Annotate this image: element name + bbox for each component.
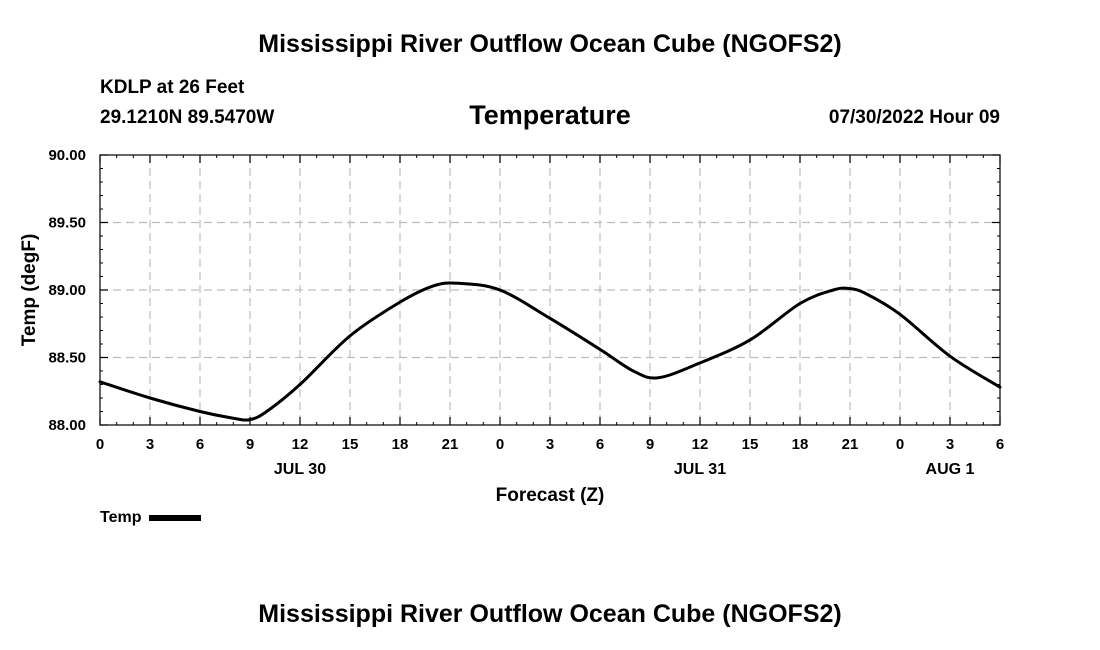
day-label: AUG 1 — [926, 461, 975, 478]
x-tick-label: 12 — [692, 436, 709, 453]
x-tick-label: 0 — [496, 436, 504, 453]
x-tick-label: 21 — [842, 436, 859, 453]
legend-label: Temp — [100, 509, 142, 526]
day-label: JUL 31 — [674, 461, 726, 478]
footer-title: Mississippi River Outflow Ocean Cube (NG… — [258, 600, 842, 628]
x-tick-label: 0 — [896, 436, 904, 453]
y-tick-label: 89.50 — [48, 215, 86, 232]
temp-series-line — [98, 281, 1002, 422]
chart-title: Mississippi River Outflow Ocean Cube (NG… — [258, 30, 842, 58]
y-tick-label: 89.00 — [48, 282, 86, 299]
y-tick-label: 88.50 — [48, 350, 86, 367]
x-tick-label: 15 — [742, 436, 759, 453]
y-axis-label: Temp (degF) — [19, 234, 40, 347]
x-tick-label: 3 — [946, 436, 954, 453]
x-tick-label: 6 — [996, 436, 1004, 453]
x-tick-label: 15 — [342, 436, 359, 453]
x-tick-label: 21 — [442, 436, 459, 453]
station-label: KDLP at 26 Feet — [100, 77, 245, 98]
day-label: JUL 30 — [274, 461, 326, 478]
legend: Temp — [100, 509, 202, 527]
x-tick-label: 18 — [392, 436, 409, 453]
x-tick-label: 6 — [596, 436, 604, 453]
x-tick-label: 6 — [196, 436, 204, 453]
grid-layer — [100, 155, 1000, 425]
axis-labels: 0 3 6 9 12 15 18 21 0 3 6 9 12 15 18 21 0 3 6 88.00 88.50 89.… — [48, 147, 1004, 478]
y-tick-label: 88.00 — [48, 417, 86, 434]
x-tick-label: 18 — [792, 436, 809, 453]
legend-swatch-temp — [149, 515, 202, 521]
x-tick-label: 3 — [146, 436, 154, 453]
datetime-label: 07/30/2022 Hour 09 — [828, 107, 1000, 128]
x-tick-label: 9 — [246, 436, 254, 453]
x-tick-label: 0 — [96, 436, 104, 453]
variable-title: Temperature — [469, 100, 631, 130]
x-tick-label: 9 — [646, 436, 654, 453]
y-tick-label: 90.00 — [48, 147, 86, 164]
x-tick-label: 12 — [292, 436, 309, 453]
x-tick-label: 3 — [546, 436, 554, 453]
x-axis-label: Forecast (Z) — [496, 485, 605, 506]
coords-label: 29.1210N 89.5470W — [100, 107, 275, 128]
